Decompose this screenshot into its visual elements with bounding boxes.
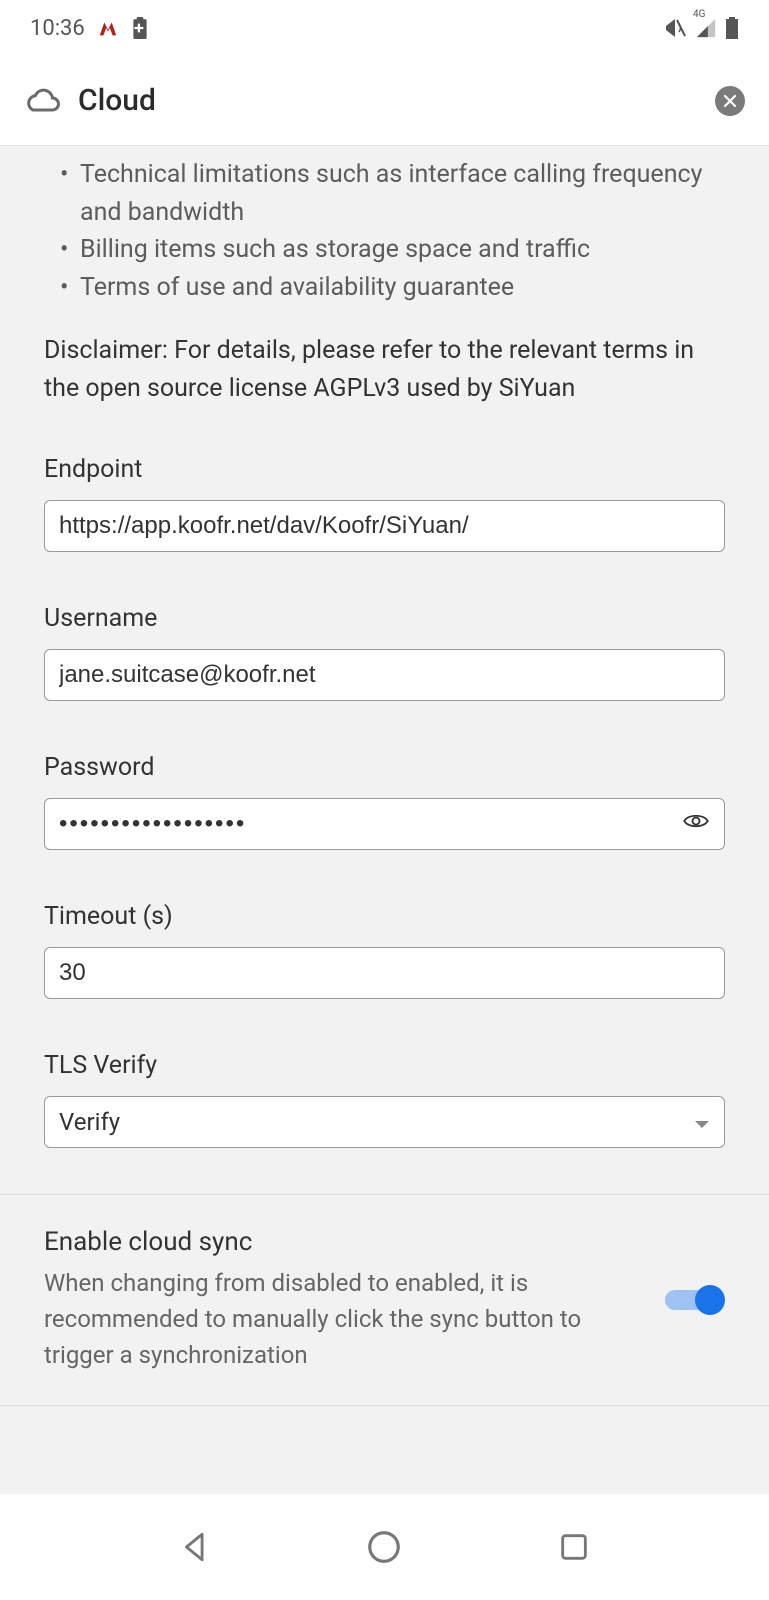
password-input-wrap[interactable] — [44, 798, 725, 850]
tls-field: TLS Verify Verify — [0, 1009, 769, 1158]
info-bullet: Billing items such as storage space and … — [80, 231, 725, 269]
username-label: Username — [44, 604, 725, 633]
signal-icon: 4G — [695, 17, 717, 39]
tls-select-value: Verify — [59, 1108, 120, 1136]
battery-saver-icon — [131, 17, 149, 39]
password-label: Password — [44, 753, 725, 782]
endpoint-label: Endpoint — [44, 455, 725, 484]
info-bullets: Technical limitations such as interface … — [0, 146, 769, 326]
content-area: Technical limitations such as interface … — [0, 146, 769, 1494]
switch-thumb — [695, 1285, 725, 1315]
eye-icon — [682, 807, 710, 835]
chevron-down-icon — [694, 1108, 710, 1136]
enable-sync-title: Enable cloud sync — [44, 1227, 645, 1257]
timeout-field: Timeout (s) — [0, 860, 769, 1009]
tls-select[interactable]: Verify — [44, 1096, 725, 1148]
nav-back-button[interactable] — [173, 1525, 217, 1569]
status-right: 4G — [663, 16, 739, 40]
nav-back-icon — [178, 1530, 212, 1564]
battery-icon — [725, 17, 739, 39]
timeout-label: Timeout (s) — [44, 902, 725, 931]
enable-sync-row[interactable]: Enable cloud sync When changing from dis… — [0, 1195, 769, 1406]
close-icon — [722, 93, 738, 109]
network-type-label: 4G — [693, 9, 705, 20]
cloud-icon — [24, 83, 60, 119]
timeout-input[interactable] — [59, 959, 710, 987]
show-password-button[interactable] — [682, 807, 710, 841]
info-bullet: Terms of use and availability guarantee — [80, 269, 725, 307]
nav-recent-button[interactable] — [552, 1525, 596, 1569]
nav-recent-icon — [557, 1530, 591, 1564]
app-indicator-icon — [97, 17, 119, 39]
system-nav-bar — [0, 1494, 769, 1600]
nav-home-button[interactable] — [362, 1525, 406, 1569]
disclaimer-text: Disclaimer: For details, please refer to… — [0, 326, 769, 425]
endpoint-field: Endpoint — [0, 425, 769, 562]
tls-label: TLS Verify — [44, 1051, 725, 1080]
status-time: 10:36 — [30, 16, 85, 41]
status-bar: 10:36 4G — [0, 0, 769, 56]
app-header: Cloud — [0, 56, 769, 146]
status-left: 10:36 — [30, 16, 149, 41]
username-input-wrap[interactable] — [44, 649, 725, 701]
nav-home-icon — [365, 1528, 403, 1566]
enable-sync-text: Enable cloud sync When changing from dis… — [44, 1227, 645, 1373]
password-input[interactable] — [59, 810, 710, 838]
endpoint-input-wrap[interactable] — [44, 500, 725, 552]
username-input[interactable] — [59, 661, 710, 689]
close-button[interactable] — [715, 86, 745, 116]
password-field: Password — [0, 711, 769, 860]
enable-sync-desc: When changing from disabled to enabled, … — [44, 1265, 645, 1373]
vibrate-icon — [663, 16, 687, 40]
enable-sync-switch[interactable] — [665, 1284, 725, 1316]
username-field: Username — [0, 562, 769, 711]
endpoint-input[interactable] — [59, 512, 710, 540]
timeout-input-wrap[interactable] — [44, 947, 725, 999]
page-title: Cloud — [78, 83, 715, 118]
info-bullet: Technical limitations such as interface … — [80, 156, 725, 231]
